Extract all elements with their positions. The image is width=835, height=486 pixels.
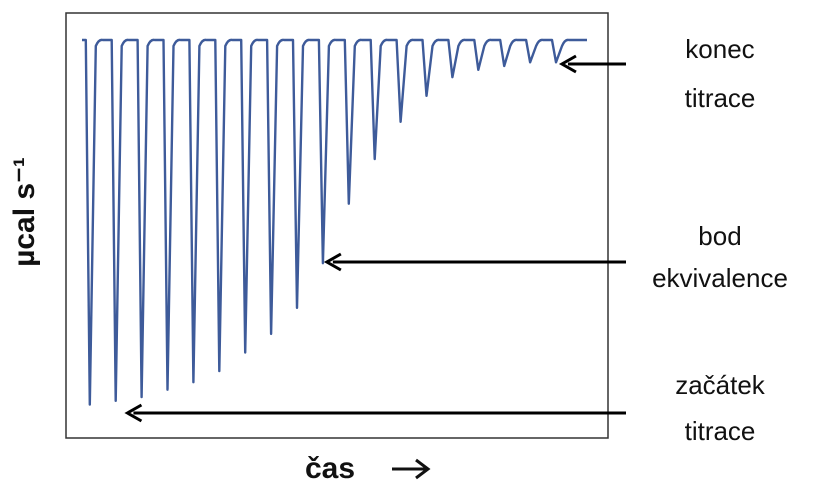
annotation-label: začátek bbox=[675, 370, 766, 400]
annotation-label: konec bbox=[685, 34, 754, 64]
annotation-label: ekvivalence bbox=[652, 263, 788, 293]
plot-frame bbox=[65, 12, 609, 439]
x-axis-label: čas bbox=[305, 452, 355, 485]
y-axis-label: µcal s⁻¹ bbox=[8, 157, 41, 267]
annotation-arrowhead-icon bbox=[323, 252, 342, 272]
annotation-label: titrace bbox=[685, 416, 756, 446]
x-arrow-icon bbox=[392, 458, 431, 480]
annotation-arrowhead-icon bbox=[558, 54, 577, 74]
annotation-label: titrace bbox=[685, 83, 756, 113]
annotation-arrowhead-icon bbox=[124, 403, 143, 423]
x-axis-label-group: čas bbox=[305, 452, 431, 485]
heat-flow-line bbox=[82, 38, 587, 406]
annotation-label: bod bbox=[698, 221, 741, 251]
annotations: konec titrace bod ekvivalence začátek titrace bbox=[124, 34, 788, 446]
